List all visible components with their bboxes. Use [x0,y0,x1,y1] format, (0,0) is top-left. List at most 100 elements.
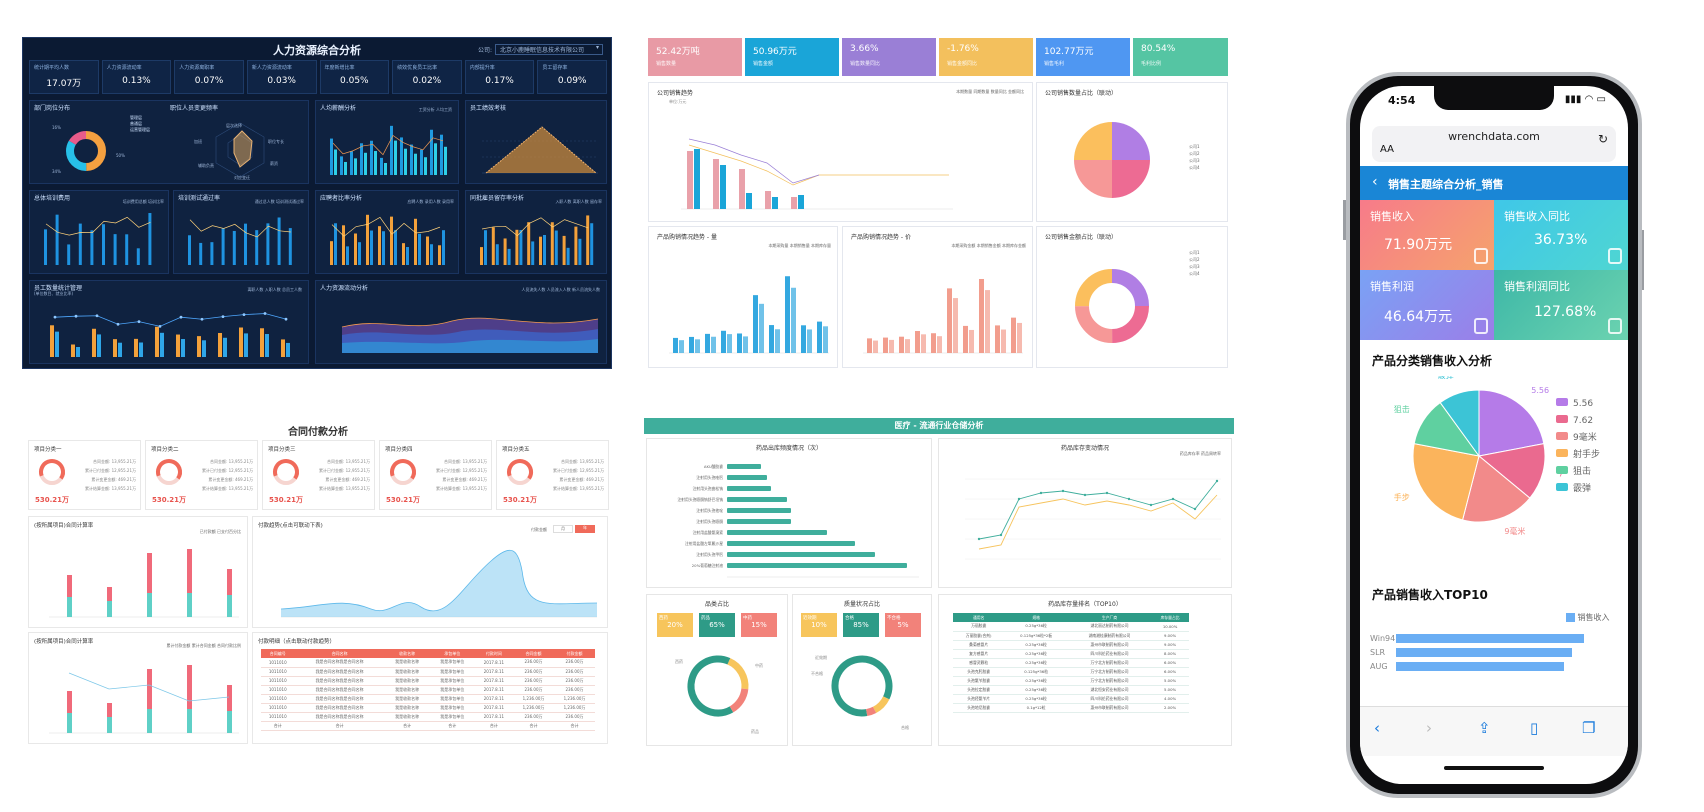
table-row[interactable]: 头孢地尼胶囊 0.1g*12粒 惠州市联制药有限公司 2.00% [953,703,1189,713]
legend-item: 已付款额 [199,529,216,534]
bag-icon [1474,318,1488,334]
hr-kpi: 统计期平均人数 17.07万 [29,60,99,94]
stat-card[interactable]: 102.77万元 销售毛利 [1036,38,1130,76]
table-cell: 我是收款名称 [384,694,430,704]
legend-item[interactable]: 霰弹 [1556,481,1600,498]
table-row[interactable]: 1011010 我是合同名称我是合同名称 我是收款名称 我是承包单位 2017.8.11… [261,667,595,677]
flow-area [341,317,599,353]
kpi-label: 员工留存率 [542,65,568,71]
table-row[interactable]: 1011010 我是合同名称我是合同名称 我是收款名称 我是承包单位 2017.8.11… [261,658,595,668]
legend-swatch [1556,415,1568,423]
url-text[interactable]: wrenchdata.com [1448,130,1540,143]
bar [507,248,511,265]
payment-table: 合同编号 合同名称 收款名称 承包单位 付款时间 合同金额 付款金额 1011010 我是合同名… [261,649,595,731]
kpi-tile[interactable]: 销售收入 71.90万元 [1360,200,1494,270]
legend-item[interactable]: 狙击 [1556,464,1600,481]
reload-icon[interactable]: ↻ [1597,132,1608,146]
table-row[interactable]: 桑菊感冒片 0.25g*36粒 惠州市联制药有限公司 9.00% [953,640,1189,650]
table-cell: 1,236.00万 [554,694,595,704]
safari-url-bar[interactable]: wrenchdata.com AA ↻ [1372,126,1616,162]
table-cell: 合计 [384,721,430,731]
legend: 累计付款金额 累计合同金额 合同付款比例 [166,643,241,649]
table-row[interactable]: 万丽胶囊(合剂) 0.125g*36粒*2板 湖南湘桂康制药有限公司 9.00% [953,631,1189,641]
bookmarks-icon[interactable]: ▯ [1530,719,1539,737]
bar [366,214,369,265]
project-card[interactable]: 项目分类一 合同金额: 13,955.21万 累计已付金额: 12,955.21万… [28,440,141,510]
tab-year[interactable]: 年 [575,525,595,533]
kpi-tile[interactable]: 销售利润 46.64万元 [1360,270,1494,340]
company-select[interactable]: 北京小鹿睡眠信息技术有限公司 [494,44,603,55]
legend-item: 培训比率 [148,199,164,204]
table-row[interactable]: 复方感冒片 0.25g*36粒 四川科伦药业有限公司 8.00% [953,649,1189,659]
bar [883,337,888,353]
legend-item: 公司2 [1189,151,1200,156]
bar [739,169,745,209]
radar-label: 薪资 [270,161,278,166]
table-row[interactable]: 头孢羟氨苄片 0.25g*36粒 四川科伦药业有限公司 4.00% [953,694,1189,704]
stat-card[interactable]: 50.96万元 销售金额 [745,38,839,76]
table-row[interactable]: 1011010 我是合同名称我是合同名称 我是收款名称 我是承包单位 2017.8.11… [261,676,595,686]
bar [430,244,433,265]
legend-item[interactable]: 7.62 [1556,413,1600,430]
bar [90,230,94,265]
bar [67,575,72,597]
stat-card[interactable]: 52.42万吨 销售数量 [648,38,742,76]
text-size-button[interactable]: AA [1380,144,1394,155]
table-row[interactable]: 1011010 我是合同名称我是合同名称 我是收款名称 我是承包单位 2017.8.11… [261,712,595,722]
project-card[interactable]: 项目分类四 合同金额: 13,955.21万 累计已付金额: 12,955.21万… [379,440,492,510]
table-row[interactable]: 头孢拉定胶囊 0.25g*36粒 湖北恒安药业有限公司 5.00% [953,685,1189,695]
tabs-icon[interactable]: ❐ [1582,719,1596,737]
tile-value: 71.90万元 [1384,237,1453,253]
project-card[interactable]: 项目分类五 合同金额: 13,955.21万 累计已付金额: 12,955.21万… [496,440,609,510]
kpi-value: 0.13% [122,76,151,86]
tag-label: 药品 [701,616,710,621]
card-title: 公司销售金额占比（联动） [1045,234,1118,241]
back-icon[interactable]: ‹ [1374,719,1380,737]
stat-card[interactable]: 80.54% 毛利比例 [1133,38,1228,76]
bar [484,230,487,265]
project-line: 累计结算金额: 13,955.21万 [436,486,487,491]
share-icon[interactable]: ⇪ [1478,719,1491,737]
bar [239,327,243,357]
table-row[interactable]: 1011010 我是合同名称我是合同名称 我是收款名称 我是承包单位 2017.8.11… [261,703,595,713]
table-row[interactable]: 头孢氨苄胶囊 0.25g*36粒 万宁北方制药有限公司 5.00% [953,676,1189,686]
bar [374,151,377,175]
legend-item: 人员流失人数 [521,287,546,292]
hr-flow-card: 人力资源流动分析 人员流失人数 人员流入人数 新人员流失人数 [315,280,607,364]
table-row[interactable]: 1011010 我是合同名称我是合同名称 我是收款名称 我是承包单位 2017.8.11… [261,685,595,695]
legend-item: 留存率 [590,199,602,204]
back-chevron-icon[interactable]: ‹ [1372,174,1378,190]
phone-side-button [1343,200,1346,240]
table-row[interactable]: 万丽胶囊 0.25g*36粒 湖北丽达制药有限公司 10.00% [953,622,1189,632]
table-row[interactable]: 头孢克肟胶囊 0.125g*36粒 万宁北方制药有限公司 6.00% [953,667,1189,677]
bar [931,333,936,353]
project-amount: 530.21万 [152,496,187,504]
legend-item[interactable]: 9毫米 [1556,430,1600,447]
table-row[interactable]: 感冒灵颗粒 0.25g*36粒 万宁北方制药有限公司 6.00% [953,658,1189,668]
table-cell: 感冒灵颗粒 [953,658,1005,668]
legend-item: 通过总人数 [254,199,275,204]
legend-item: 入职人数 [555,199,572,204]
legend-item[interactable]: 射手步 [1556,447,1600,464]
project-card[interactable]: 项目分类二 合同金额: 13,955.21万 累计已付金额: 12,955.21万… [145,440,258,510]
hr-kpi: 内部提升率 0.17% [464,60,535,94]
forward-icon[interactable]: › [1426,719,1432,737]
hr-company-filter[interactable]: 公司: 北京小鹿睡眠信息技术有限公司 [478,44,603,55]
bar [985,290,990,353]
legend-item[interactable]: 5.56 [1556,396,1600,413]
bar [277,217,281,265]
tag-value: 85% [853,621,869,629]
contract-title: 合同付款分析 [288,427,348,438]
table-row[interactable]: 合计 合计 合计 合计 合计 合计 合计 [261,721,595,731]
category-label: AKU酸胶囊 [704,464,723,469]
tab-month[interactable]: 月 [553,525,573,533]
project-card[interactable]: 项目分类三 合同金额: 13,955.21万 累计已付金额: 12,955.21万… [262,440,375,510]
project-line: 累计变更金额: 469.21万 [325,477,370,482]
stat-card[interactable]: 3.66% 销售数量同比 [842,38,936,76]
kpi-tile[interactable]: 销售利润同比 127.68% [1494,270,1628,340]
stat-card[interactable]: -1.76% 销售金额同比 [939,38,1033,76]
project-line: 累计结算金额: 13,955.21万 [85,486,136,491]
table-row[interactable]: 1011010 我是合同名称我是合同名称 我是收款名称 我是承包单位 2017.8.11… [261,694,595,704]
kpi-tile[interactable]: 销售收入同比 36.73% [1494,200,1628,270]
bar [705,333,710,353]
